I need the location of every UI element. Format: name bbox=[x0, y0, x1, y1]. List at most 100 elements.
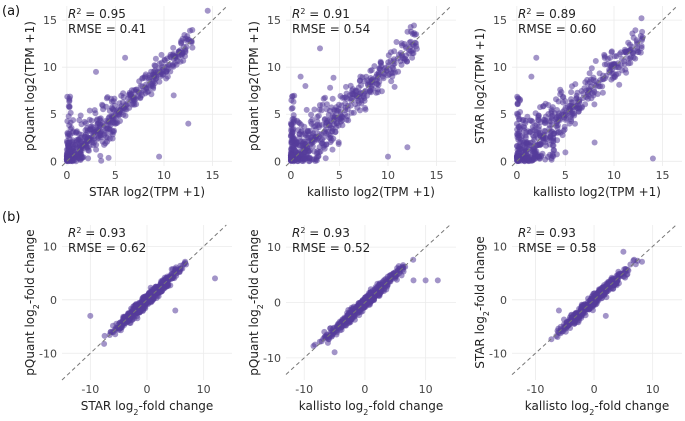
data-point bbox=[167, 68, 174, 75]
data-point bbox=[586, 79, 593, 86]
data-point bbox=[572, 120, 578, 127]
x-axis-label: STAR log2-fold change bbox=[81, 399, 214, 417]
data-point bbox=[528, 73, 535, 80]
data-point bbox=[160, 284, 166, 291]
data-point bbox=[600, 76, 607, 83]
data-point bbox=[108, 95, 115, 102]
data-point bbox=[306, 155, 313, 162]
data-point bbox=[529, 124, 536, 131]
data-point bbox=[323, 120, 330, 126]
data-point bbox=[133, 86, 140, 93]
data-point bbox=[204, 7, 211, 14]
data-point bbox=[189, 44, 196, 51]
data-point bbox=[380, 75, 387, 82]
data-point bbox=[343, 95, 350, 102]
identity-line bbox=[285, 5, 452, 167]
data-point bbox=[331, 349, 338, 356]
data-point bbox=[150, 85, 157, 92]
data-point bbox=[343, 83, 349, 90]
data-point bbox=[360, 299, 367, 306]
data-point bbox=[387, 278, 394, 285]
data-point bbox=[608, 274, 615, 281]
data-point bbox=[312, 341, 318, 348]
data-point bbox=[522, 132, 529, 139]
data-point bbox=[404, 58, 410, 65]
y-tick-label: 0 bbox=[50, 155, 57, 168]
data-point bbox=[133, 101, 140, 108]
data-point bbox=[105, 154, 112, 161]
data-point bbox=[621, 58, 628, 65]
data-point bbox=[320, 95, 327, 102]
data-point bbox=[434, 277, 441, 284]
data-point bbox=[212, 275, 218, 282]
data-point bbox=[319, 101, 326, 108]
data-point bbox=[342, 107, 349, 114]
data-point bbox=[409, 30, 416, 37]
data-point bbox=[560, 127, 567, 134]
data-point bbox=[74, 153, 81, 160]
data-point bbox=[303, 106, 310, 113]
y-tick-label: 5 bbox=[500, 108, 507, 121]
data-point bbox=[397, 58, 404, 65]
data-point bbox=[327, 84, 334, 91]
x-tick-label: 15 bbox=[656, 169, 670, 182]
y-axis-label: pQuant log2-fold change bbox=[247, 229, 265, 375]
data-point bbox=[616, 81, 623, 88]
data-point bbox=[98, 128, 104, 135]
data-point bbox=[560, 99, 566, 106]
data-point bbox=[141, 297, 148, 304]
data-point bbox=[288, 152, 295, 159]
data-point bbox=[291, 117, 298, 124]
data-point bbox=[597, 83, 603, 90]
data-point bbox=[122, 112, 129, 119]
data-point bbox=[408, 48, 414, 55]
x-tick-label: 15 bbox=[206, 169, 220, 182]
x-tick-label: -10 bbox=[81, 383, 99, 396]
data-point bbox=[116, 100, 123, 107]
data-point bbox=[638, 44, 645, 51]
data-point bbox=[288, 121, 295, 128]
data-point bbox=[101, 332, 108, 339]
data-point bbox=[142, 71, 149, 78]
data-point bbox=[540, 103, 547, 110]
data-point bbox=[296, 120, 303, 127]
y-tick-label: 15 bbox=[267, 14, 281, 27]
data-point bbox=[91, 136, 98, 142]
data-point bbox=[372, 284, 379, 291]
data-point bbox=[535, 112, 542, 119]
data-point bbox=[574, 89, 581, 96]
y-axis-label: STAR log2-fold change bbox=[473, 236, 491, 369]
data-point bbox=[548, 155, 555, 162]
data-point bbox=[120, 94, 127, 101]
data-point bbox=[86, 116, 93, 123]
x-axis-label: kallisto log2-fold change bbox=[299, 399, 443, 417]
data-point bbox=[184, 33, 191, 40]
x-tick-label: -10 bbox=[295, 383, 313, 396]
y-tick-label: 10 bbox=[493, 240, 507, 253]
data-point bbox=[330, 74, 337, 81]
data-point bbox=[392, 274, 399, 280]
data-point bbox=[564, 103, 571, 110]
data-point bbox=[556, 110, 563, 117]
data-point bbox=[92, 110, 99, 117]
y-axis-label: STAR log2(TPM +1) bbox=[473, 28, 487, 144]
data-point bbox=[103, 125, 110, 132]
x-tick-label: 10 bbox=[157, 169, 171, 182]
data-point bbox=[107, 120, 113, 127]
data-point bbox=[311, 106, 318, 113]
data-point bbox=[541, 127, 548, 134]
data-point bbox=[98, 157, 105, 164]
data-point bbox=[150, 78, 157, 85]
data-point bbox=[529, 139, 536, 146]
data-point bbox=[562, 149, 569, 156]
data-point bbox=[568, 89, 575, 96]
data-point bbox=[93, 146, 100, 153]
data-point bbox=[101, 340, 108, 347]
data-point bbox=[516, 142, 523, 149]
y-tick-label: 15 bbox=[493, 14, 507, 27]
data-point bbox=[537, 141, 544, 148]
data-point bbox=[539, 135, 546, 142]
rmse-label: RMSE = 0.52 bbox=[292, 241, 370, 255]
data-point bbox=[603, 294, 610, 301]
